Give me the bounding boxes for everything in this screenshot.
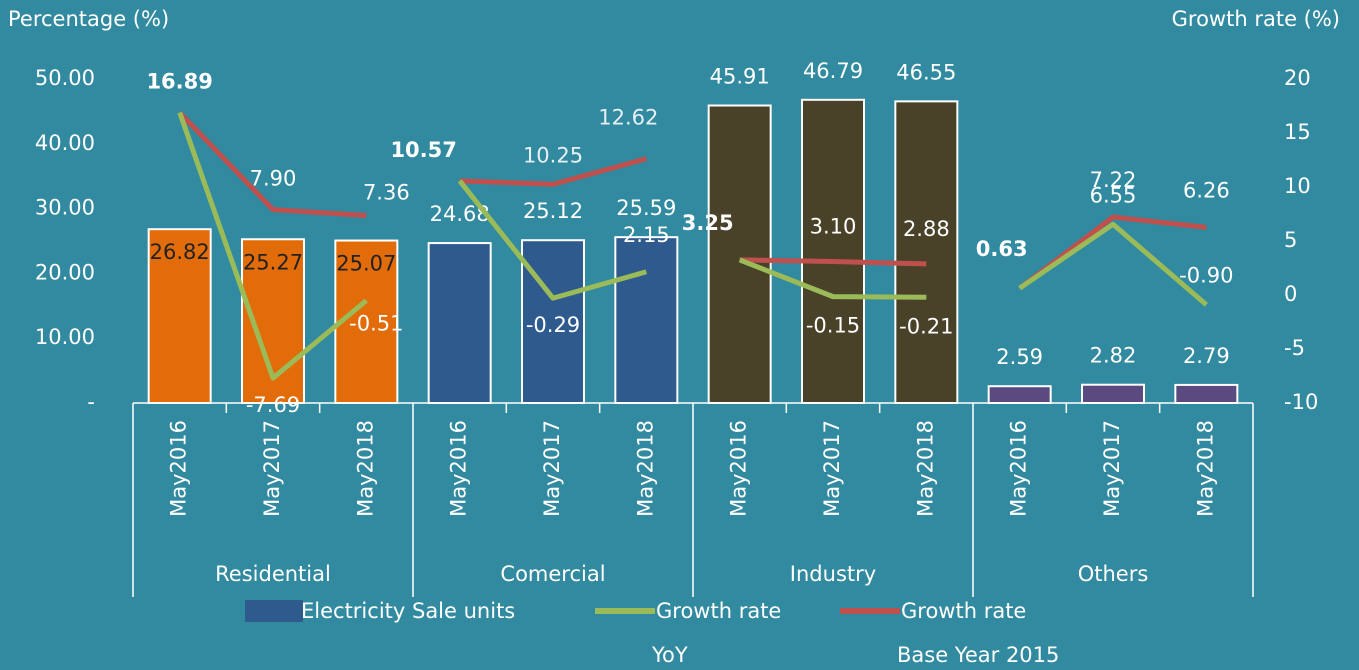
bar — [147, 228, 212, 404]
bar-value-label: 2.59 — [996, 345, 1043, 369]
bar-value-label: 2.79 — [1183, 344, 1230, 368]
bar-value-label: 26.82 — [150, 240, 210, 264]
growth-line — [457, 179, 648, 301]
x-tick-label: May2016 — [727, 420, 751, 517]
y2-tick-label: -5 — [1284, 336, 1305, 360]
line-value-label: 6.26 — [1183, 178, 1230, 202]
growth-line — [177, 111, 368, 381]
y2-tick-label: 5 — [1284, 228, 1297, 252]
line-value-label: 7.90 — [250, 167, 297, 191]
bar — [801, 98, 865, 404]
bar — [614, 236, 679, 404]
line-value-label: 0.63 — [976, 237, 1028, 261]
line-value-label: 2.15 — [623, 223, 670, 247]
x-tick-label: May2017 — [820, 420, 844, 517]
y-axis-title: Percentage (%) — [8, 7, 169, 31]
y-tick-label: 30.00 — [35, 196, 95, 220]
bar-value-label: 25.07 — [336, 252, 396, 276]
legend-sublabel: YoY — [651, 643, 688, 667]
y-tick-label: 10.00 — [35, 325, 95, 349]
bar — [1081, 383, 1145, 405]
y2-tick-label: 10 — [1284, 174, 1311, 198]
line-value-label: 10.25 — [523, 143, 583, 167]
line-value-label: 2.88 — [903, 217, 950, 241]
x-tick-label: May2017 — [540, 420, 564, 517]
x-tick-label: May2018 — [633, 420, 657, 517]
bar — [521, 239, 585, 404]
bar-value-label: 46.55 — [896, 60, 956, 84]
x-tick-label: May2018 — [353, 420, 377, 517]
line-value-label: -0.51 — [349, 312, 403, 336]
x-tick-label: May2017 — [1100, 420, 1124, 517]
bar — [707, 104, 772, 404]
bar-value-label: 45.91 — [710, 65, 770, 89]
x-tick-label: May2018 — [913, 420, 937, 517]
line-value-label: -7.69 — [246, 393, 300, 417]
line-value-label: -0.29 — [526, 313, 580, 337]
growth-line — [1018, 221, 1208, 307]
legend-swatch — [245, 600, 303, 622]
bar-value-label: 25.12 — [523, 199, 583, 223]
bar — [894, 100, 959, 405]
legend-label: Growth rate — [901, 599, 1026, 623]
bar-value-label: 2.82 — [1090, 344, 1137, 368]
y2-tick-label: 20 — [1284, 66, 1311, 90]
y2-axis-title: Growth rate (%) — [1172, 7, 1340, 31]
line-value-label: -0.90 — [1179, 264, 1233, 288]
growth-line — [459, 156, 647, 187]
x-tick-label: May2016 — [1007, 420, 1031, 517]
group-label: Residential — [215, 562, 331, 586]
bar — [987, 385, 1052, 404]
line-value-label: 16.89 — [146, 70, 212, 94]
line-value-label: 7.36 — [363, 181, 410, 205]
bar-value-label: 46.79 — [803, 59, 863, 83]
y2-tick-label: -10 — [1284, 390, 1318, 414]
y-tick-label: - — [87, 390, 95, 414]
line-value-label: 10.57 — [390, 138, 456, 162]
y-tick-label: 50.00 — [35, 66, 95, 90]
x-tick-label: May2018 — [1193, 420, 1217, 517]
growth-line — [738, 257, 927, 300]
line-value-label: 7.22 — [1090, 168, 1137, 192]
line-value-label: 12.62 — [598, 106, 658, 130]
bar — [334, 239, 399, 404]
group-label: Industry — [790, 562, 876, 586]
line-value-label: 3.25 — [682, 211, 734, 235]
x-tick-label: May2016 — [167, 420, 191, 517]
legend-label: Growth rate — [656, 599, 781, 623]
legend-label: Electricity Sale units — [301, 599, 515, 623]
y2-tick-label: 0 — [1284, 282, 1297, 306]
y2-tick-label: 15 — [1284, 120, 1311, 144]
y-tick-label: 40.00 — [35, 131, 95, 155]
x-tick-label: May2016 — [447, 420, 471, 517]
growth-line — [177, 110, 367, 219]
legend-sublabel: Base Year 2015 — [897, 643, 1059, 667]
group-label: Comercial — [500, 562, 605, 586]
line-value-label: 6.55 — [1090, 183, 1137, 207]
group-label: Others — [1078, 562, 1149, 586]
bar-value-label: 25.27 — [243, 250, 303, 274]
y-tick-label: 20.00 — [35, 260, 95, 284]
bar-value-label: 25.59 — [616, 196, 676, 220]
x-tick-label: May2017 — [260, 420, 284, 517]
bar — [1174, 383, 1239, 405]
line-value-label: -0.21 — [899, 314, 953, 338]
growth-line — [739, 257, 927, 267]
line-value-label: -0.15 — [806, 314, 860, 338]
bar — [427, 242, 492, 404]
line-value-label: 3.10 — [810, 215, 857, 239]
